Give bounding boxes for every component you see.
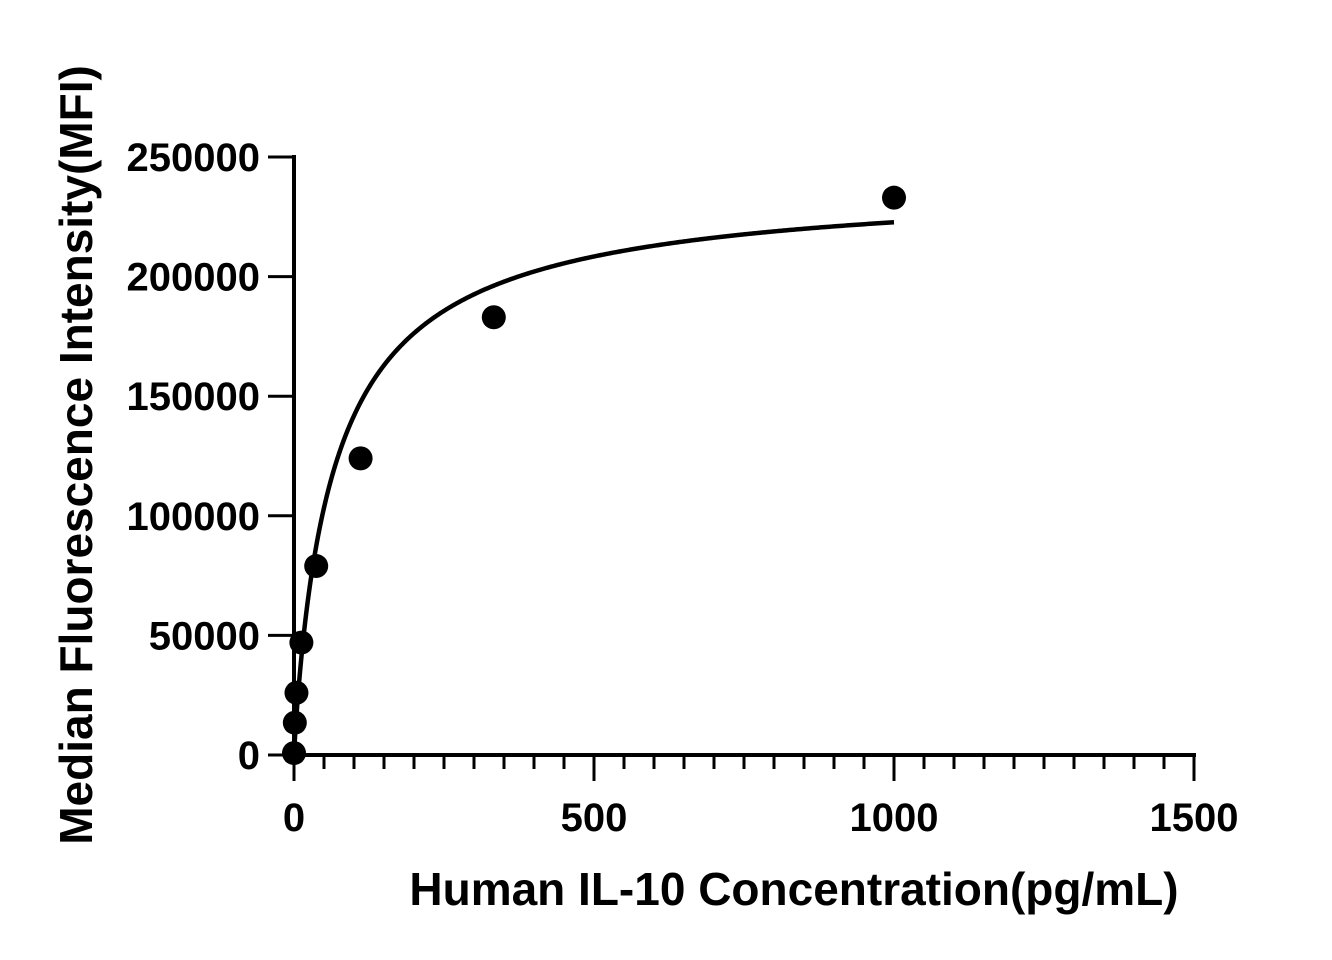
- data-point: [284, 680, 309, 705]
- axes-layer: 0 50000 100000 150000 200000 250000 0 500 1000 1…: [127, 136, 1239, 840]
- x-tick-label: 1500: [1150, 796, 1239, 840]
- x-axis-title: Human IL-10 Concentration(pg/mL): [409, 863, 1178, 915]
- data-points-layer: [282, 185, 906, 766]
- y-tick-label: 150000: [127, 375, 260, 419]
- fit-curve-layer: [291, 220, 895, 756]
- y-axis-title: Median Fluorescence Intensity(MFI): [50, 65, 102, 845]
- x-tick-label: 500: [561, 796, 628, 840]
- data-point: [481, 305, 506, 330]
- y-tick-label: 250000: [127, 136, 260, 180]
- x-tick-label: 0: [283, 796, 305, 840]
- y-tick-label: 100000: [127, 495, 260, 539]
- data-point: [882, 185, 906, 210]
- y-tick-label: 200000: [127, 256, 260, 300]
- x-tick-label: 1000: [850, 796, 939, 840]
- y-tick-label: 50000: [149, 614, 260, 658]
- y-axis-ticks: 0 50000 100000 150000 200000 250000: [127, 136, 294, 778]
- y-tick-label: 0: [238, 734, 260, 778]
- fit-curve: [291, 220, 895, 756]
- x-axis-ticks: 0 500 1000 1500: [283, 755, 1239, 840]
- data-point: [348, 446, 373, 471]
- data-point: [304, 554, 329, 579]
